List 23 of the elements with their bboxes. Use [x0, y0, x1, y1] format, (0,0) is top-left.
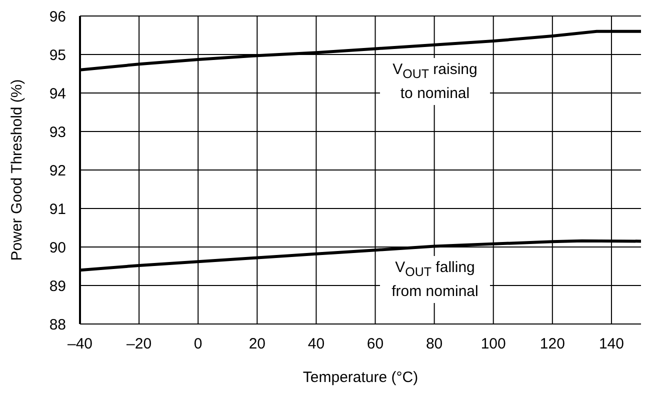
- y-tick-label: 96: [49, 8, 66, 26]
- annotation: V$_{OUT}$ raising to nominal: [380, 60, 490, 103]
- x-tick-label: 20: [248, 336, 266, 353]
- x-tick-label: 60: [366, 336, 384, 353]
- y-tick-label: 93: [49, 124, 66, 141]
- x-tick-label: 80: [426, 336, 443, 353]
- x-tick-label: 140: [598, 336, 624, 353]
- y-tick-label: 89: [49, 278, 66, 295]
- x-tick-label: 0: [194, 336, 202, 353]
- x-tick-label: –40: [67, 336, 93, 353]
- y-tick-label: 94: [49, 85, 66, 102]
- y-tick-label: 92: [49, 162, 66, 180]
- x-tick-label: –20: [126, 336, 152, 353]
- y-tick-label: 95: [49, 46, 66, 64]
- x-tick-label: 40: [308, 336, 325, 353]
- y-tick-label: 91: [49, 200, 66, 218]
- annotation: V$_{OUT}$ falling from nominal: [380, 258, 490, 301]
- x-tick-label: 120: [540, 336, 565, 353]
- x-axis-title: Temperature (°C): [302, 369, 418, 386]
- y-axis-title: Power Good Threshold (%): [8, 79, 26, 261]
- y-tick-label: 90: [49, 239, 66, 256]
- x-tick-label: 100: [480, 336, 506, 353]
- y-tick-label: 88: [49, 316, 66, 334]
